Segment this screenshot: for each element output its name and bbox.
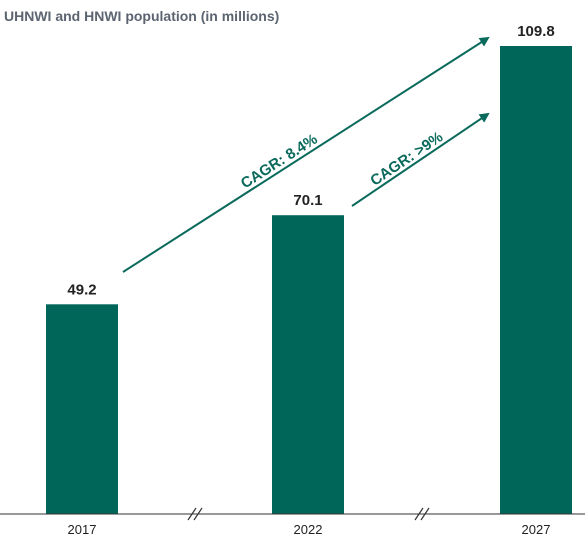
cagr-label-1: CAGR: 8.4% <box>238 131 321 193</box>
cagr-arrow-1 <box>122 36 490 273</box>
chart-title: UHNWI and HNWI population (in millions) <box>4 8 280 24</box>
axis-break-1 <box>187 507 203 521</box>
category-label-2022: 2022 <box>294 522 323 535</box>
axis-break-2 <box>414 507 430 521</box>
category-label-2017: 2017 <box>68 522 97 535</box>
bar-2022 <box>272 215 344 514</box>
value-label-2017: 49.2 <box>67 281 96 298</box>
bar-2027 <box>500 46 572 514</box>
bar-2017 <box>46 304 118 514</box>
value-label-2027: 109.8 <box>517 23 555 40</box>
cagr-label-2: CAGR: >9% <box>367 129 446 190</box>
category-label-2027: 2027 <box>522 522 551 535</box>
value-label-2022: 70.1 <box>293 192 322 209</box>
cagr-arrow-2 <box>351 112 490 207</box>
